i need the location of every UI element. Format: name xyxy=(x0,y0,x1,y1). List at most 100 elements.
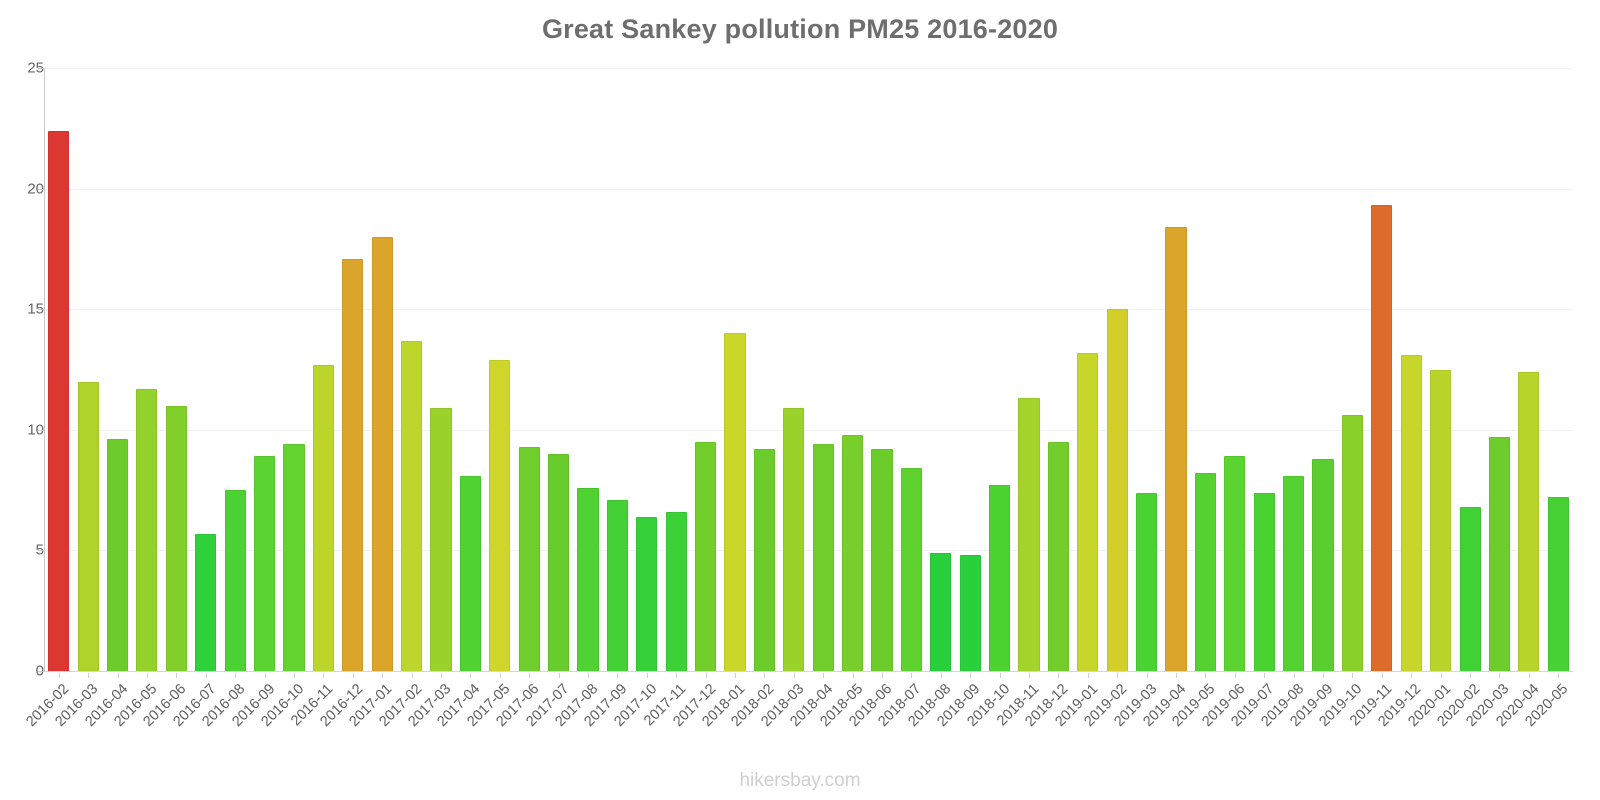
bar[interactable] xyxy=(606,499,628,671)
x-tick-mark xyxy=(1058,673,1060,678)
x-tick-mark xyxy=(1117,673,1119,678)
bar[interactable] xyxy=(400,340,423,671)
y-tick-mark xyxy=(38,309,44,311)
bar[interactable] xyxy=(1488,437,1511,671)
bar[interactable] xyxy=(77,381,99,671)
x-tick-mark xyxy=(1234,673,1236,678)
bar[interactable] xyxy=(1400,355,1422,671)
bar[interactable] xyxy=(547,453,570,671)
bar[interactable] xyxy=(1047,441,1069,671)
bar[interactable] xyxy=(165,405,187,671)
bar[interactable] xyxy=(1224,456,1246,671)
bar[interactable] xyxy=(1459,506,1481,671)
x-tick-mark xyxy=(1146,673,1148,678)
x-tick-mark xyxy=(1205,673,1207,678)
bar[interactable] xyxy=(1341,415,1364,671)
x-tick-mark xyxy=(499,673,501,678)
x-tick-mark xyxy=(1558,673,1560,678)
bar[interactable] xyxy=(459,475,481,671)
bar[interactable] xyxy=(312,364,334,671)
bar[interactable] xyxy=(1106,309,1128,671)
x-tick-mark xyxy=(1440,673,1442,678)
x-tick-mark xyxy=(293,673,295,678)
bar[interactable] xyxy=(136,388,158,671)
bar[interactable] xyxy=(665,511,687,671)
bar[interactable] xyxy=(842,434,864,671)
x-tick-mark xyxy=(617,673,619,678)
bar[interactable] xyxy=(489,359,511,671)
bar[interactable] xyxy=(989,485,1011,671)
x-tick-mark xyxy=(470,673,472,678)
x-axis-labels: 2016-02 2016-03 2016-04 2016-05 2016-06 2016-… xyxy=(23,673,1573,773)
y-tick-label: 10 xyxy=(27,421,44,439)
bar[interactable] xyxy=(1312,458,1334,671)
gridline xyxy=(44,188,1573,190)
bar[interactable] xyxy=(577,487,599,671)
x-tick-mark xyxy=(764,673,766,678)
x-tick-mark xyxy=(558,673,560,678)
bar[interactable] xyxy=(900,468,922,671)
bar[interactable] xyxy=(1077,352,1099,671)
bar[interactable] xyxy=(430,408,452,671)
x-tick-mark xyxy=(911,673,913,678)
bar[interactable] xyxy=(871,449,893,671)
y-tick-label: 25 xyxy=(27,59,44,77)
bar[interactable] xyxy=(253,456,276,671)
gridline xyxy=(44,309,1573,311)
bar[interactable] xyxy=(959,555,981,671)
x-tick-mark xyxy=(1029,673,1031,678)
x-tick-mark xyxy=(146,673,148,678)
bar[interactable] xyxy=(1253,492,1275,671)
bars-layer xyxy=(44,68,1573,671)
x-tick-mark xyxy=(1293,673,1295,678)
bar[interactable] xyxy=(195,533,217,671)
bar[interactable] xyxy=(753,449,775,671)
x-tick-mark xyxy=(852,673,854,678)
x-tick-mark xyxy=(264,673,266,678)
bar[interactable] xyxy=(695,441,717,671)
bar[interactable] xyxy=(224,490,246,671)
bar[interactable] xyxy=(1136,492,1158,671)
bar[interactable] xyxy=(1018,398,1040,671)
bar[interactable] xyxy=(783,408,805,671)
x-tick-mark xyxy=(823,673,825,678)
chart-title: Great Sankey pollution PM25 2016-2020 xyxy=(541,14,1059,44)
x-tick-mark xyxy=(646,673,648,678)
bar[interactable] xyxy=(371,236,393,671)
y-tick-label: 20 xyxy=(27,180,44,198)
x-tick-mark xyxy=(705,673,707,678)
y-tick-mark xyxy=(38,188,44,190)
bar[interactable] xyxy=(1430,369,1452,671)
bar[interactable] xyxy=(636,516,658,671)
bar[interactable] xyxy=(1194,473,1217,671)
bar[interactable] xyxy=(106,439,129,671)
y-tick-mark xyxy=(38,429,44,431)
bar[interactable] xyxy=(724,333,746,671)
bar[interactable] xyxy=(342,258,364,671)
x-tick-mark xyxy=(58,673,60,678)
bar[interactable] xyxy=(1283,475,1305,671)
x-tick-mark xyxy=(205,673,207,678)
bar[interactable] xyxy=(518,446,540,671)
bar[interactable] xyxy=(48,130,70,671)
x-tick-mark xyxy=(734,673,736,678)
x-tick-mark xyxy=(999,673,1001,678)
x-tick-mark xyxy=(88,673,90,678)
bar[interactable] xyxy=(930,552,952,671)
bar[interactable] xyxy=(1371,205,1393,671)
source-watermark: hikersbay.com xyxy=(739,770,861,791)
bar[interactable] xyxy=(283,444,305,671)
bar[interactable] xyxy=(1547,497,1569,671)
x-tick-mark xyxy=(235,673,237,678)
x-tick-mark xyxy=(1323,673,1325,678)
bar[interactable] xyxy=(812,444,834,671)
x-tick-mark xyxy=(440,673,442,678)
x-tick-mark xyxy=(382,673,384,678)
x-tick-mark xyxy=(970,673,972,678)
bar[interactable] xyxy=(1518,371,1540,671)
x-tick-mark xyxy=(1176,673,1178,678)
x-tick-mark xyxy=(1264,673,1266,678)
bar[interactable] xyxy=(1165,227,1187,671)
x-tick-mark xyxy=(793,673,795,678)
